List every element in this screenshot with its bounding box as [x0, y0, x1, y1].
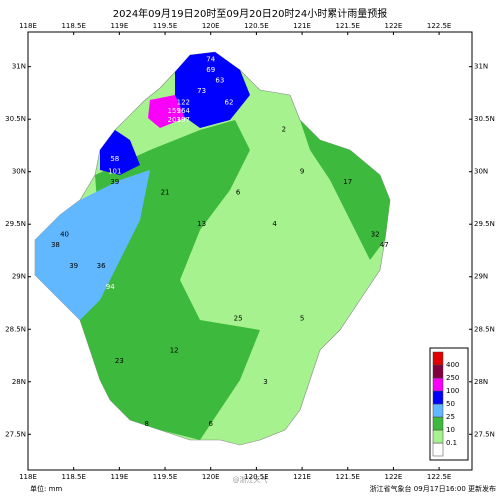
- magenta-area: [148, 95, 185, 128]
- rain-value: 13: [197, 220, 206, 228]
- rain-value: 23: [115, 357, 124, 365]
- rain-value: 25: [234, 315, 243, 323]
- rain-value: 122: [177, 98, 190, 106]
- legend-label: 10: [446, 426, 455, 434]
- legend: 0.1 10 25 50 100 250 400: [429, 347, 469, 461]
- y-tick-label: 30.5N: [474, 115, 495, 123]
- y-tick-label: 28.5N: [474, 325, 495, 333]
- legend-swatch: [432, 442, 444, 457]
- x-tick-label: 119.5E: [153, 473, 177, 481]
- legend-swatch: [432, 403, 444, 418]
- rain-value: 74: [206, 55, 215, 63]
- legend-swatch: [432, 351, 444, 366]
- legend-label: 100: [446, 387, 459, 395]
- legend-label: 25: [446, 413, 455, 421]
- y-tick-label: 29.5N: [474, 220, 495, 228]
- legend-swatch: [432, 377, 444, 392]
- x-tick-label: 122.5E: [427, 22, 451, 30]
- unit-label: 单位: mm: [30, 484, 62, 493]
- legend-label: 0.1: [446, 439, 457, 447]
- x-tick-label: 120E: [202, 22, 220, 30]
- rain-value: 58: [110, 155, 119, 163]
- x-tick-label: 121.5E: [336, 22, 360, 30]
- footer: 浙江省气象台 09月17日16:00 更新发布: [370, 484, 496, 493]
- rain-value: 6: [208, 420, 213, 428]
- y-tick-label: 27.5N: [474, 430, 495, 438]
- rain-value: 6: [236, 189, 241, 197]
- x-tick-label: 120.5E: [244, 473, 268, 481]
- legend-swatch: [432, 429, 444, 444]
- x-tick-label: 119.5E: [153, 22, 177, 30]
- x-tick-label: 119E: [110, 22, 128, 30]
- x-tick-label: 118.5E: [61, 473, 85, 481]
- rain-value: 39: [110, 178, 119, 186]
- x-tick-label: 122E: [385, 473, 403, 481]
- x-tick-label: 120.5E: [244, 22, 268, 30]
- y-tick-label: 30.5N: [5, 115, 26, 123]
- y-tick-label: 28N: [474, 378, 488, 386]
- y-tick-label: 29N: [474, 273, 488, 281]
- y-tick-label: 27.5N: [5, 430, 26, 438]
- rain-value: 32: [371, 231, 380, 239]
- blue-area: [100, 130, 140, 175]
- watermark: @浙江天气: [233, 475, 268, 484]
- legend-label: 400: [446, 361, 459, 369]
- rain-value: 197: [177, 116, 190, 124]
- y-tick-label: 28.5N: [5, 325, 26, 333]
- x-tick-label: 121E: [293, 473, 311, 481]
- legend-swatch: [432, 416, 444, 431]
- y-tick-label: 30N: [12, 168, 26, 176]
- rain-value: 94: [106, 283, 115, 291]
- y-tick-label: 31N: [12, 63, 26, 71]
- x-tick-label: 119E: [110, 473, 128, 481]
- y-tick-label: 31N: [474, 63, 488, 71]
- rain-value: 63: [215, 76, 224, 84]
- x-tick-label: 118.5E: [61, 22, 85, 30]
- rain-value: 9: [300, 168, 304, 176]
- rain-value: 38: [51, 241, 60, 249]
- rain-value: 69: [206, 66, 215, 74]
- rain-value: 3: [263, 378, 267, 386]
- lightblue-area: [35, 170, 150, 320]
- green-area-east: [300, 120, 390, 260]
- legend-swatch: [432, 364, 444, 379]
- rain-value: 8: [145, 420, 149, 428]
- x-tick-label: 120E: [202, 473, 220, 481]
- blue-area-north: [175, 52, 250, 128]
- rain-value: 5: [300, 315, 304, 323]
- y-tick-label: 29.5N: [5, 220, 26, 228]
- rain-value: 36: [97, 262, 106, 270]
- x-tick-label: 122.5E: [427, 473, 451, 481]
- title: 2024年09月19日20时至09月20日20时24小时累计雨量预报: [113, 7, 388, 20]
- rain-value: 40: [60, 231, 69, 239]
- rain-value: 101: [108, 168, 121, 176]
- x-tick-label: 121E: [293, 22, 311, 30]
- x-tick-label: 118E: [19, 22, 37, 30]
- legend-label: 50: [446, 400, 455, 408]
- y-tick-label: 30N: [474, 168, 488, 176]
- rain-value: 12: [170, 346, 179, 354]
- rain-value: 203: [167, 116, 180, 124]
- rain-value: 2: [282, 126, 286, 134]
- rain-value: 39: [69, 262, 78, 270]
- y-tick-label: 29N: [12, 273, 26, 281]
- rain-value: 62: [225, 98, 234, 106]
- y-tick-label: 28N: [12, 378, 26, 386]
- rain-value: 159: [167, 107, 180, 115]
- rain-value: 4: [272, 220, 277, 228]
- x-tick-label: 121.5E: [336, 473, 360, 481]
- rain-value: 47: [380, 241, 389, 249]
- x-tick-label: 118E: [19, 473, 37, 481]
- x-tick-label: 122E: [385, 22, 403, 30]
- rain-value: 73: [197, 87, 206, 95]
- rain-value: 21: [161, 189, 170, 197]
- legend-label: 250: [446, 374, 459, 382]
- rain-value: 17: [343, 178, 352, 186]
- rain-value: 164: [177, 107, 191, 115]
- legend-swatch: [432, 390, 444, 405]
